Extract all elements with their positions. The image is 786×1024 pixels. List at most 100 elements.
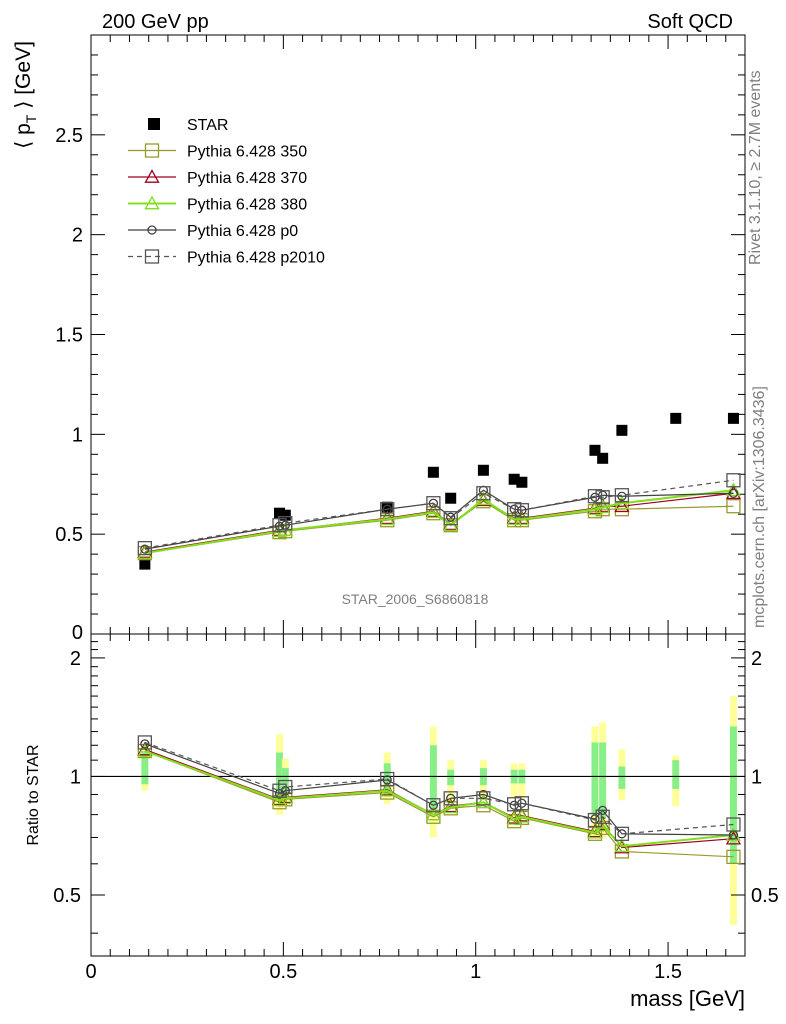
x-tick-label: 1.5 (654, 961, 682, 983)
legend-marker (147, 225, 157, 235)
ratio-point-series-4 (514, 796, 530, 811)
point-series-3 (506, 511, 522, 526)
ratio-line-0 (144, 750, 734, 858)
ratio-point-series-4 (426, 798, 441, 813)
point-series-5 (726, 473, 741, 488)
point-series-0 (670, 412, 682, 424)
y-tick-label: 2 (72, 225, 83, 247)
ratio-line-3 (144, 743, 734, 836)
header-right: Soft QCD (647, 11, 733, 33)
ratio-point-series-4 (614, 826, 630, 841)
point-series-5 (278, 516, 293, 531)
ratio-point-series-2 (443, 799, 459, 814)
ratio-point-series-3 (478, 789, 489, 800)
ratio-point-series-4 (278, 779, 293, 795)
uncertainty-band-stat (447, 769, 455, 786)
ratio-y-tick-label: 0.5 (53, 885, 81, 907)
uncertainty-band-stat (672, 760, 680, 789)
point-series-2 (614, 498, 630, 513)
ratio-panel: 0.5 0.5 1 1 2 2 0 0.5 1 1.5 mass [GeV] Ratio to STA… (25, 633, 779, 1011)
x-tick-label: 0.5 (269, 961, 297, 983)
y-tick-label: 1.5 (55, 325, 83, 347)
y-tick-label-zero: 0 (72, 622, 83, 644)
ratio-point-series-2 (587, 824, 603, 839)
x-axis-title: mass [GeV] (630, 986, 745, 1011)
ratio-line-4 (144, 741, 734, 835)
ratio-y-tick-label-right: 1 (751, 766, 762, 788)
point-series-3 (514, 511, 530, 526)
point-series-0 (516, 476, 528, 488)
y-tick-label: 1 (72, 424, 83, 446)
uncertainty-band-stat (591, 742, 599, 815)
point-series-4 (140, 544, 150, 554)
series-line-1 (144, 500, 734, 554)
uncertainty-band-stat (729, 726, 737, 864)
ratio-point-series-0 (426, 809, 441, 824)
ratio-point-series-4 (726, 817, 741, 832)
point-series-0 (477, 464, 489, 476)
point-series-0 (616, 424, 628, 436)
legend-marker (144, 249, 160, 264)
point-series-0 (274, 507, 286, 519)
point-series-3 (425, 504, 441, 519)
point-series-1 (726, 499, 741, 514)
y-tick-label: 0.5 (55, 524, 83, 546)
ratio-point-series-2 (271, 792, 288, 807)
ratio-y-tick-label: 1 (70, 766, 81, 788)
y-axis-title: ⟨ pT ⟩ [GeV] (12, 41, 39, 149)
ratio-point-series-4 (272, 783, 287, 798)
ratio-point-series-4 (137, 735, 153, 750)
point-series-5 (426, 496, 441, 511)
uncertainty-band-stat (141, 751, 149, 785)
point-series-5 (443, 511, 458, 526)
ratio-point-series-2 (614, 838, 630, 853)
point-series-0 (589, 444, 601, 456)
legend-marker (144, 143, 160, 158)
point-series-5 (595, 490, 610, 505)
ratio-y-axis-title: Ratio to STAR (25, 744, 42, 845)
point-series-5 (507, 502, 522, 517)
rivet-label: Rivet 3.1.10, ≥ 2.7M events (747, 70, 764, 265)
point-series-2 (725, 485, 742, 500)
legend-marker (144, 195, 160, 210)
ratio-point-series-4 (476, 791, 491, 806)
point-series-5 (614, 488, 630, 503)
point-series-3 (137, 545, 153, 559)
legend-label: STAR (187, 117, 228, 134)
ratio-y-tick-label: 2 (70, 648, 81, 670)
ratio-point-series-3 (428, 800, 439, 810)
ratio-point-series-4 (507, 797, 522, 812)
uncertainty-band-stat (281, 768, 289, 797)
point-series-0 (508, 473, 520, 485)
x-tick-label: 0 (85, 961, 96, 983)
point-series-5 (587, 489, 603, 504)
ratio-y-tick-label-right: 0.5 (751, 885, 779, 907)
point-series-5 (380, 502, 395, 517)
point-series-5 (476, 486, 491, 501)
point-series-0 (279, 509, 291, 521)
analysis-watermark: STAR_2006_S6860818 (342, 591, 489, 607)
point-series-0 (445, 492, 457, 504)
legend-label: Pythia 6.428 p2010 (187, 250, 325, 267)
point-series-3 (595, 499, 611, 514)
point-series-3 (614, 495, 630, 510)
ratio-point-series-4 (595, 809, 610, 824)
legend-marker (144, 169, 160, 183)
point-series-5 (272, 518, 287, 533)
point-series-0 (427, 466, 439, 478)
mcplots-label: mcplots.cern.ch [arXiv:1306.3436] (751, 386, 768, 628)
x-tick-label: 1 (470, 961, 481, 983)
main-panel: 0.5 1 1.5 2 2.5 0 ⟨ pT ⟩ [GeV] (12, 34, 746, 644)
legend: STAR Pythia 6.428 350 Pythia 6.428 370 Pyth… (128, 117, 325, 267)
legend-label: Pythia 6.428 380 (187, 197, 307, 214)
ratio-point-series-3 (590, 814, 600, 824)
legend-label: Pythia 6.428 p0 (187, 223, 298, 240)
ratio-frame (90, 633, 746, 957)
point-series-4 (446, 512, 456, 522)
legend-marker-star (148, 118, 160, 130)
uncertainty-band-stat (599, 742, 607, 819)
point-series-5 (137, 540, 153, 556)
ratio-point-series-3 (280, 786, 290, 796)
ratio-point-series-2 (137, 743, 153, 757)
